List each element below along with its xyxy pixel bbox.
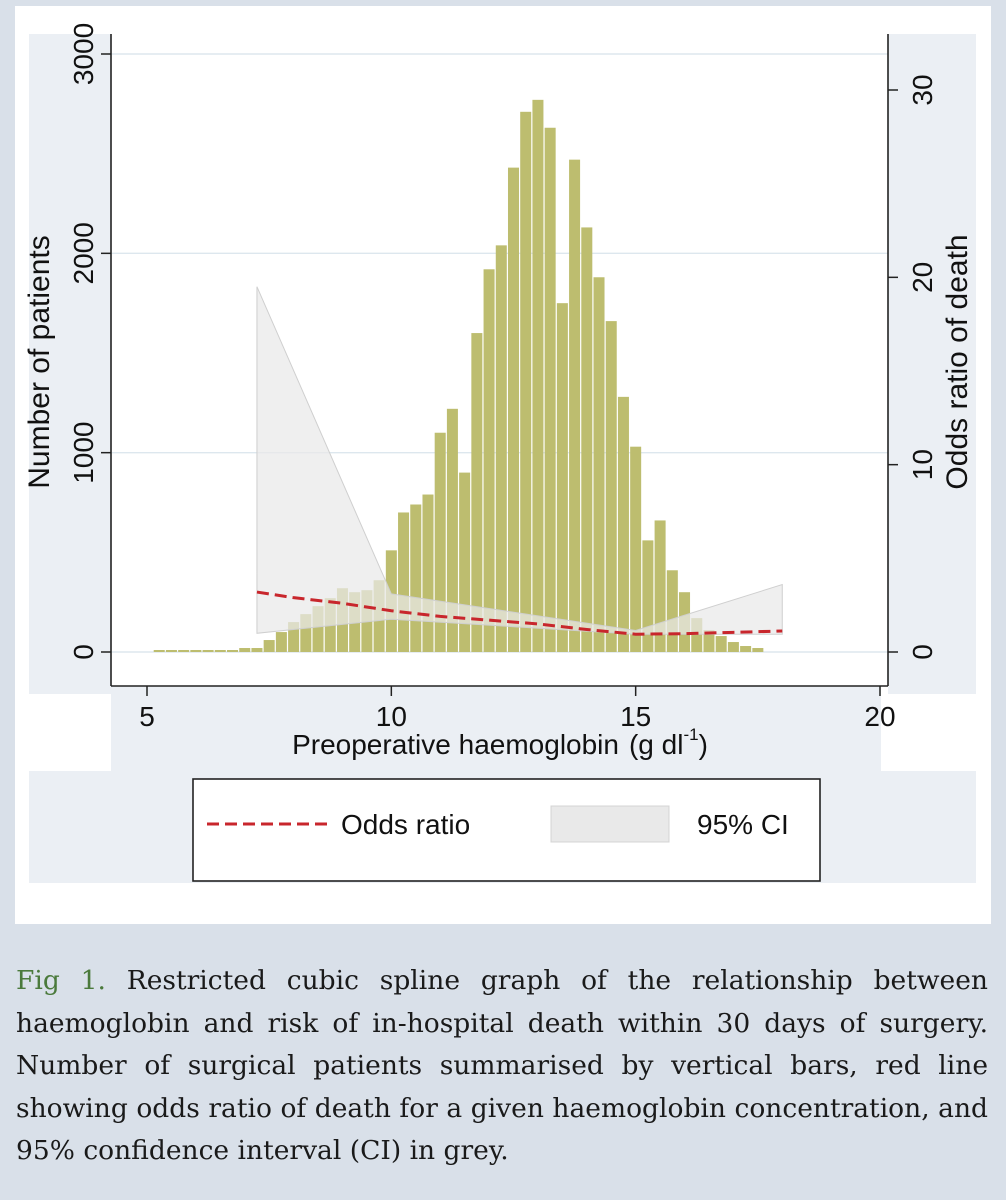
figure-caption-label: Fig 1. [16,965,106,996]
histogram-bar [434,432,446,652]
x-tick-label: 15 [620,701,651,732]
histogram-bar [202,650,214,652]
histogram-bar [483,269,495,652]
y-tick-label-right: 20 [907,262,938,293]
y-tick-label-left: 2000 [68,222,99,284]
histogram-bar [727,642,739,652]
y-tick-label-left: 0 [68,644,99,660]
ci-layer [256,286,783,635]
histogram-bar [288,622,300,652]
ci-band [256,286,783,635]
histogram-bar [410,504,422,652]
histogram-bar [740,646,752,652]
histogram-bar [593,277,605,652]
x-tick-label: 10 [376,701,407,732]
odds-ratio-layer [256,590,783,636]
histogram-bar [398,512,410,652]
histogram-bar [239,648,251,652]
y-tick-label-right: 30 [907,74,938,105]
histogram-bar [153,650,165,652]
y-tick-label-right: 0 [907,644,938,660]
histogram-bar [300,614,312,652]
y-tick-label-right: 10 [907,449,938,480]
histogram-bar [227,650,239,652]
x-axis-title-text: Preoperative haemoglobin [292,729,619,760]
histogram-bar [556,303,568,652]
histogram-bar [630,446,642,652]
plot-margin-bottom [111,686,881,771]
histogram-bar [544,127,556,652]
histogram-bar [617,396,629,652]
figure-caption: Fig 1. Restricted cubic spline graph of … [16,960,988,1173]
x-ticks: 5 10 15 20 [139,686,896,732]
histogram-bar [666,570,678,652]
histogram-bar [422,494,434,652]
histogram-bar [178,650,190,652]
legend-box [192,778,821,882]
histogram-bar [190,650,202,652]
plot-margin-right [888,34,976,694]
histogram-bar [275,632,287,652]
histogram-bar [459,472,471,652]
histogram-bar [752,648,764,652]
y-axis-title-left: Number of patients [23,235,56,488]
histogram-bar [495,245,507,653]
figure-panel: 5 10 15 20 0 1000 2000 3000 0 10 20 30 Number of … [15,6,991,924]
x-tick-label: 20 [864,701,895,732]
histogram-bar [581,227,593,653]
legend-ci-label: 95% CI [697,809,789,840]
histogram-bar [569,159,581,652]
legend-ci-swatch [550,805,670,843]
histogram-bar [691,618,703,652]
x-axis-title: Preoperative haemoglobin (g dl-1) [292,725,708,760]
histogram-bar [532,99,544,652]
histogram-bar [446,408,458,652]
figure-caption-text: Restricted cubic spline graph of the rel… [16,965,988,1166]
x-axis-title-unit-sup: -1 [683,725,698,744]
histogram-bar [214,650,226,652]
histogram-bar [165,650,177,652]
histogram-bar [642,540,654,652]
histogram-bar [312,606,324,652]
odds-ratio-line [256,590,783,636]
y-ticks-right: 0 10 20 30 [888,74,938,660]
histogram-bar [251,648,263,652]
y-ticks-left: 0 1000 2000 3000 [68,23,111,660]
legend-odds-ratio-label: Odds ratio [341,809,470,840]
histogram-bar [471,333,483,652]
x-axis-title-unit-close: ) [699,729,708,760]
histogram-bar [507,167,520,652]
x-tick-label: 5 [139,701,155,732]
histogram-bar [654,520,666,652]
histogram-bar [715,636,727,652]
y-axis-title-right: Odds ratio of death [941,234,974,489]
histogram-bar [703,630,715,652]
y-tick-label-left: 3000 [68,23,99,85]
y-tick-label-left: 1000 [68,422,99,484]
histogram-bar [263,640,275,652]
histogram-bar [520,111,532,653]
chart: 5 10 15 20 0 1000 2000 3000 0 10 20 30 Number of … [23,23,976,883]
histogram-bar [605,321,617,652]
x-axis-title-unit: (g dl [629,729,683,760]
